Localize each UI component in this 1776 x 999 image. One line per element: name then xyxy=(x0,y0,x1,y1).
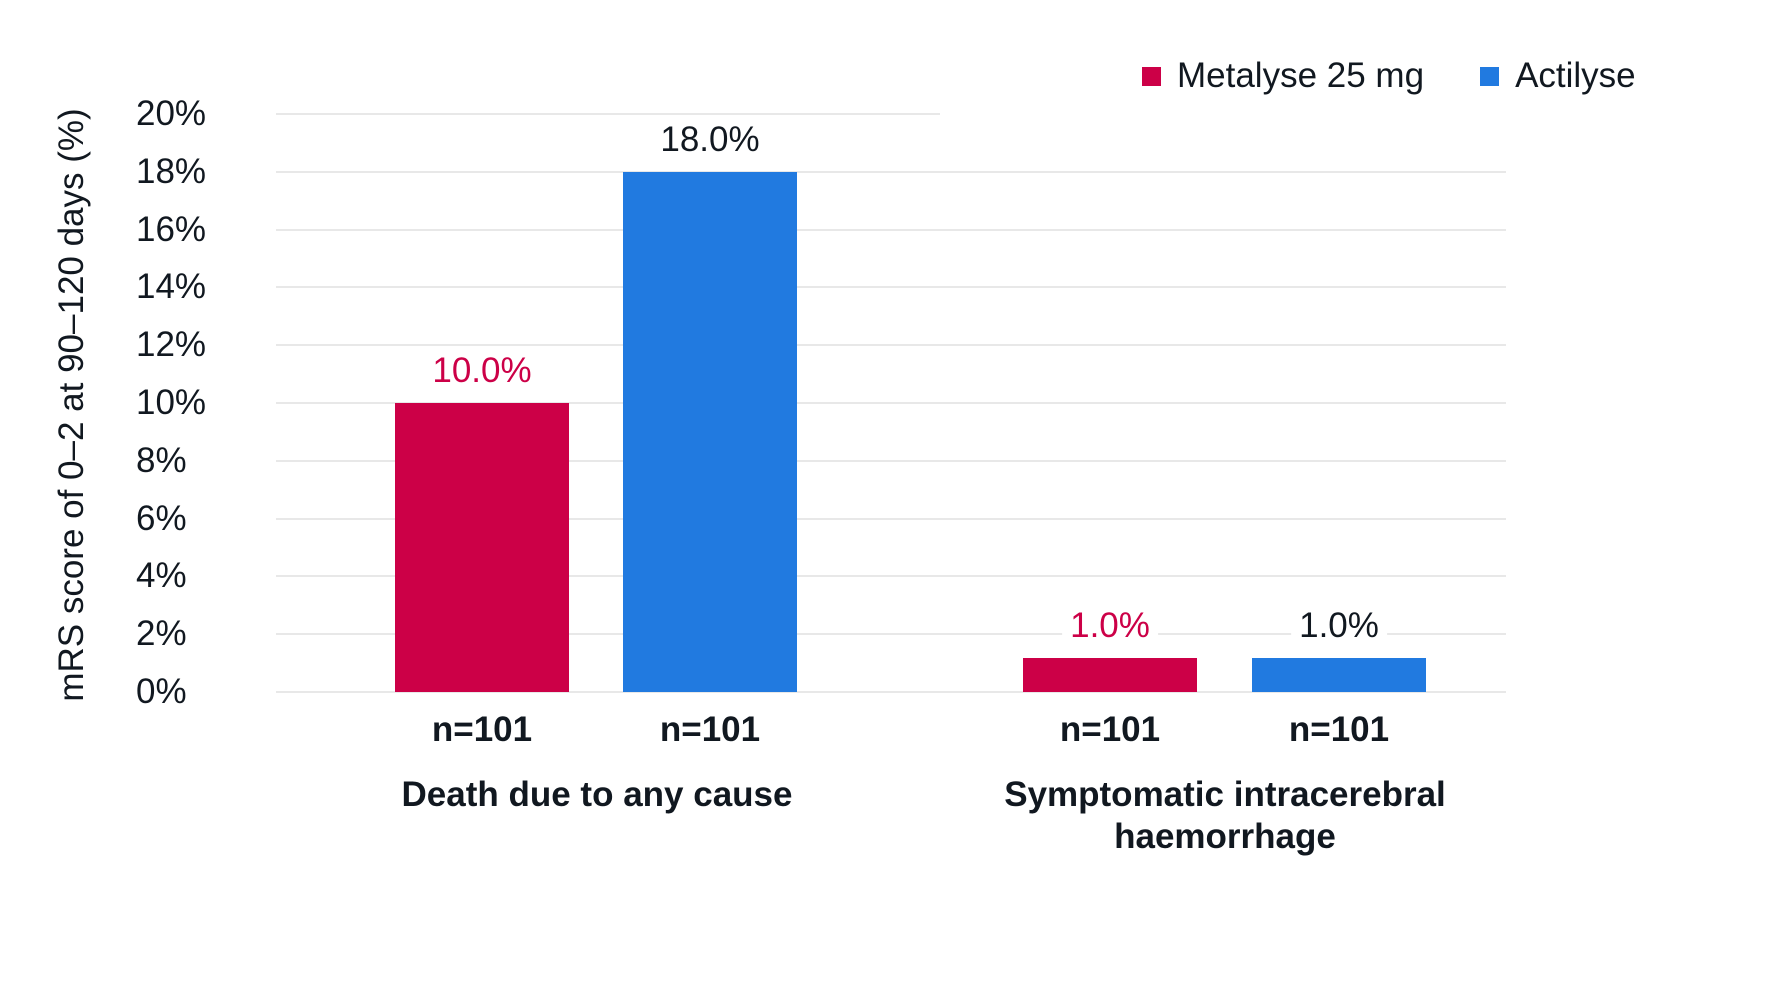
sample-size-label: n=101 xyxy=(431,710,533,749)
y-tick-label: 20% xyxy=(136,94,207,133)
bar-metalyse xyxy=(395,403,569,692)
gridline xyxy=(276,691,1506,693)
gridline xyxy=(276,402,1506,404)
y-tick-label: 8% xyxy=(136,440,187,480)
category-label-line: Death due to any cause xyxy=(401,775,793,814)
legend: Metalyse 25 mg Actilyse xyxy=(1142,56,1692,96)
legend-label-actilyse: Actilyse xyxy=(1515,56,1636,95)
gridline xyxy=(276,170,1506,173)
y-tick-label: 4% xyxy=(136,556,187,596)
gridline xyxy=(276,113,940,115)
gridline xyxy=(276,633,1506,636)
legend-item-actilyse: Actilyse xyxy=(1480,56,1636,96)
category-label-sich: Symptomatic intracerebral haemorrhage xyxy=(1004,774,1446,858)
y-tick-label: 16% xyxy=(136,209,207,249)
gridline xyxy=(276,286,1506,289)
y-tick-label: 6% xyxy=(136,498,187,538)
category-label-line: Symptomatic intracerebral xyxy=(1004,775,1446,814)
bar-value-label: 10.0% xyxy=(424,351,540,391)
y-tick-label: 14% xyxy=(136,267,207,307)
legend-swatch-metalyse xyxy=(1142,66,1161,86)
gridline xyxy=(276,459,1506,462)
legend-swatch-actilyse xyxy=(1480,66,1500,86)
bar-actilyse xyxy=(1252,658,1426,692)
sample-size-label: n=101 xyxy=(1288,710,1390,749)
gridline xyxy=(276,575,1506,578)
category-label-death: Death due to any cause xyxy=(402,774,793,816)
y-tick-label: 18% xyxy=(136,151,207,191)
legend-label-metalyse: Metalyse 25 mg xyxy=(1177,56,1425,95)
y-tick-label: 2% xyxy=(136,614,187,654)
bar-value-label: 1.0% xyxy=(1291,606,1387,646)
y-axis-title: mRS score of 0–2 at 90–120 days (%) xyxy=(52,108,91,702)
bar-metalyse xyxy=(1023,658,1197,692)
sample-size-label: n=101 xyxy=(659,710,761,749)
category-label-line: haemorrhage xyxy=(1114,817,1336,856)
y-tick-label: 12% xyxy=(136,325,207,365)
legend-item-metalyse: Metalyse 25 mg xyxy=(1142,56,1424,96)
bar-actilyse xyxy=(623,171,797,692)
sample-size-label: n=101 xyxy=(1059,710,1161,749)
bar-value-label: 1.0% xyxy=(1062,606,1158,646)
gridline xyxy=(276,228,1506,231)
gridline xyxy=(276,344,1506,347)
y-tick-label: 10% xyxy=(136,383,207,422)
gridline xyxy=(276,517,1506,520)
bar-value-label: 18.0% xyxy=(652,119,768,160)
y-tick-label: 0% xyxy=(136,672,187,711)
